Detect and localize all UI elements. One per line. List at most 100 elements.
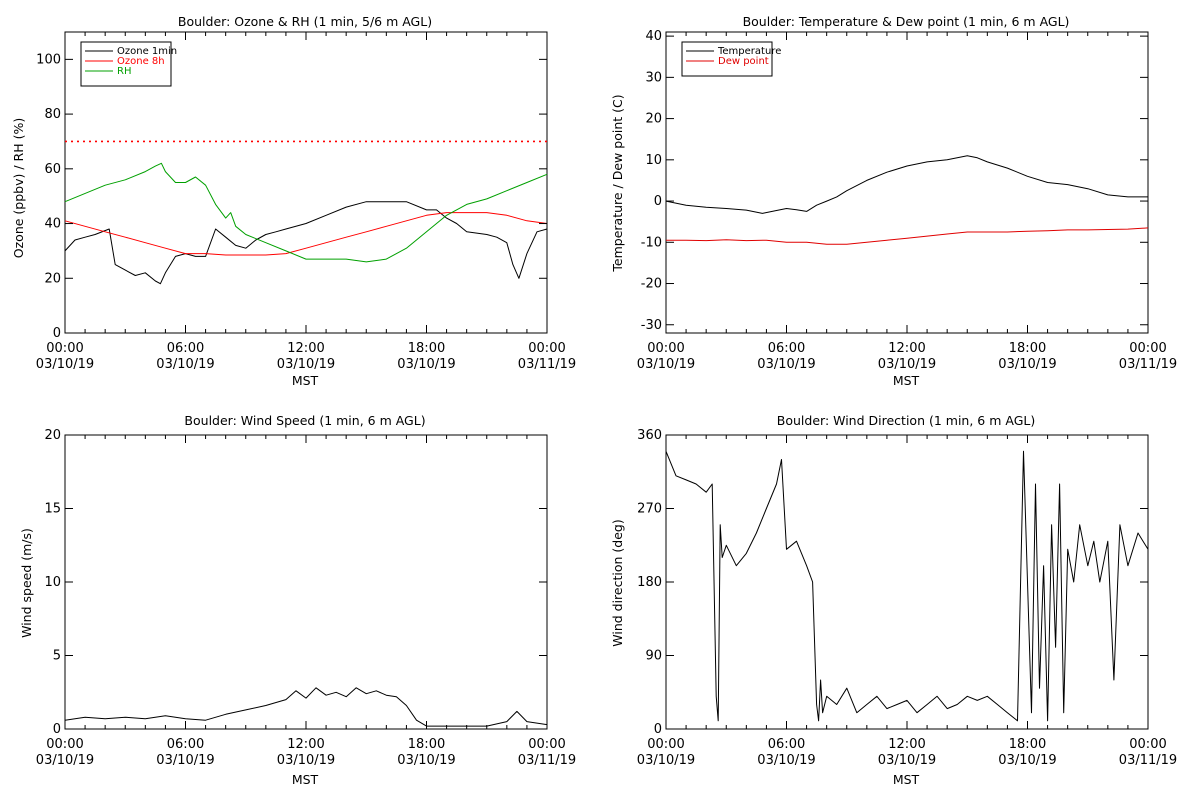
series-line-ozone-1min: [64, 201, 548, 285]
series-line: [665, 450, 1149, 722]
y-tick-label: 100: [36, 52, 61, 67]
y-tick-label: 15: [44, 502, 61, 517]
x-tick-label: 00:00: [46, 341, 83, 356]
x-axis-label: MST: [292, 772, 319, 787]
y-tick-label: 30: [645, 70, 662, 85]
chart-panel-wind-speed: Boulder: Wind Speed (1 min, 6 m AGL) Win…: [19, 413, 576, 787]
series-line-dew-point: [666, 227, 1149, 245]
y-tick-label: 80: [44, 107, 61, 122]
x-tick-label: 06:00: [768, 737, 805, 752]
chart-panel-wind-direction: Boulder: Wind Direction (1 min, 6 m AGL)…: [610, 413, 1177, 787]
y-tick-label: 90: [645, 649, 662, 664]
x-tick-label: 00:00: [647, 341, 684, 356]
x-tick-label: 12:00: [888, 737, 925, 752]
legend-box: [80, 41, 172, 87]
y-tick-label: 10: [44, 575, 61, 590]
x-tick-label: 00:00: [1129, 341, 1166, 356]
plot-frame: [665, 434, 1149, 730]
x-tick-label: 03/10/19: [998, 753, 1056, 768]
y-tick-label: 20: [645, 112, 662, 127]
y-tick-label: 5: [53, 649, 61, 664]
x-tick-label: 00:00: [528, 341, 565, 356]
x-tick-label: 18:00: [1009, 341, 1046, 356]
legend-label: Ozone 1min: [117, 46, 177, 57]
y-axis-label: Temperature / Dew point (C): [610, 94, 625, 272]
chart-title: Boulder: Temperature & Dew point (1 min,…: [743, 14, 1070, 29]
x-tick-label: 06:00: [167, 341, 204, 356]
legend-label: RH: [117, 66, 131, 77]
y-tick-label: 40: [645, 29, 662, 44]
y-tick-label: 20: [44, 428, 61, 443]
x-tick-label: 03/10/19: [277, 357, 335, 372]
plot-area: -30-20-1001020304000:0003/10/1906:0003/1…: [637, 29, 1177, 372]
y-tick-label: 10: [645, 153, 662, 168]
x-tick-label: 06:00: [768, 341, 805, 356]
series-line: [64, 687, 548, 727]
x-tick-label: 00:00: [46, 737, 83, 752]
x-tick-label: 18:00: [408, 341, 445, 356]
x-tick-label: 03/10/19: [878, 357, 936, 372]
x-tick-label: 03/11/19: [518, 753, 576, 768]
x-tick-label: 12:00: [287, 737, 324, 752]
legend-label: Dew point: [718, 56, 769, 67]
x-tick-label: 03/10/19: [998, 357, 1056, 372]
y-axis-label: Wind direction (deg): [610, 519, 625, 646]
x-tick-label: 03/11/19: [1119, 357, 1177, 372]
x-tick-label: 03/11/19: [518, 357, 576, 372]
y-tick-label: -30: [641, 318, 662, 333]
series-line-ozone-8h: [64, 212, 548, 256]
x-tick-label: 03/10/19: [156, 357, 214, 372]
y-tick-label: 180: [637, 575, 662, 590]
y-axis-label: Ozone (ppbv) / RH (%): [11, 118, 26, 258]
x-tick-label: 03/10/19: [878, 753, 936, 768]
x-tick-label: 03/10/19: [397, 357, 455, 372]
series-line-rh: [64, 162, 548, 263]
legend-box: [681, 41, 773, 77]
plot-area: 0510152000:0003/10/1906:0003/10/1912:000…: [36, 428, 576, 768]
x-tick-label: 12:00: [287, 341, 324, 356]
y-tick-label: 0: [53, 722, 61, 737]
plot-area: 02040608010000:0003/10/1906:0003/10/1912…: [36, 31, 576, 372]
x-tick-label: 03/10/19: [36, 753, 94, 768]
chart-panel-ozone-rh: Boulder: Ozone & RH (1 min, 5/6 m AGL) O…: [11, 14, 576, 388]
x-tick-label: 03/10/19: [637, 357, 695, 372]
x-tick-label: 00:00: [647, 737, 684, 752]
y-tick-label: 270: [637, 502, 662, 517]
y-tick-label: 360: [637, 428, 662, 443]
x-tick-label: 12:00: [888, 341, 925, 356]
x-axis-label: MST: [893, 373, 920, 388]
chart-title: Boulder: Wind Speed (1 min, 6 m AGL): [184, 413, 425, 428]
x-tick-label: 03/10/19: [757, 753, 815, 768]
x-tick-label: 00:00: [528, 737, 565, 752]
x-tick-label: 03/11/19: [1119, 753, 1177, 768]
y-tick-label: 60: [44, 162, 61, 177]
x-tick-label: 03/10/19: [36, 357, 94, 372]
x-tick-label: 00:00: [1129, 737, 1166, 752]
x-axis-label: MST: [292, 373, 319, 388]
legend-label: Ozone 8h: [117, 56, 165, 67]
x-tick-label: 06:00: [167, 737, 204, 752]
x-tick-label: 18:00: [1009, 737, 1046, 752]
plot-frame: [64, 434, 548, 730]
y-tick-label: -10: [641, 235, 662, 250]
y-tick-label: 0: [654, 194, 662, 209]
x-tick-label: 03/10/19: [277, 753, 335, 768]
x-tick-label: 03/10/19: [637, 753, 695, 768]
x-tick-label: 03/10/19: [397, 753, 455, 768]
chart-panel-temperature-dewpoint: Boulder: Temperature & Dew point (1 min,…: [610, 14, 1177, 388]
plot-area: 09018027036000:0003/10/1906:0003/10/1912…: [637, 428, 1177, 768]
x-axis-label: MST: [893, 772, 920, 787]
legend-label: Temperature: [717, 46, 781, 57]
y-axis-label: Wind speed (m/s): [19, 528, 34, 638]
y-tick-label: 20: [44, 271, 61, 286]
chart-title: Boulder: Wind Direction (1 min, 6 m AGL): [777, 413, 1035, 428]
y-tick-label: 0: [53, 326, 61, 341]
y-tick-label: 40: [44, 217, 61, 232]
plot-frame: [665, 31, 1149, 334]
x-tick-label: 18:00: [408, 737, 445, 752]
chart-title: Boulder: Ozone & RH (1 min, 5/6 m AGL): [178, 14, 432, 29]
y-tick-label: -20: [641, 277, 662, 292]
y-tick-label: 0: [654, 722, 662, 737]
series-line-temperature: [665, 155, 1148, 214]
